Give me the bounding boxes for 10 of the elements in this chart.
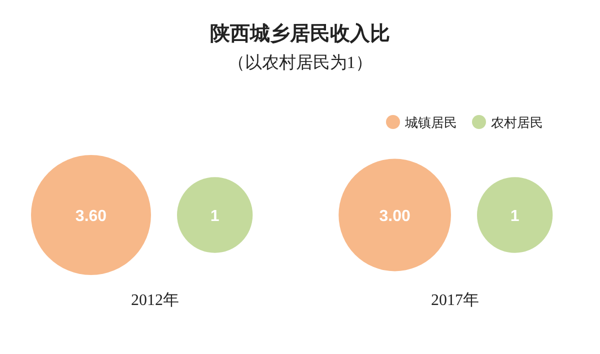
text: 陕西城乡居民收入比 [210,22,390,45]
category-label: 2012年 [131,292,179,309]
legend-label: 城镇居民 [404,115,457,130]
data-label: 3.60 [75,208,107,225]
legend-label: 农村居民 [491,115,543,130]
data-label: 1 [210,208,220,225]
text: （以农村居民为1） [228,53,372,72]
data-label: 1 [510,208,520,225]
data-label: 3.00 [379,208,410,225]
category-label: 2017年 [431,292,479,309]
